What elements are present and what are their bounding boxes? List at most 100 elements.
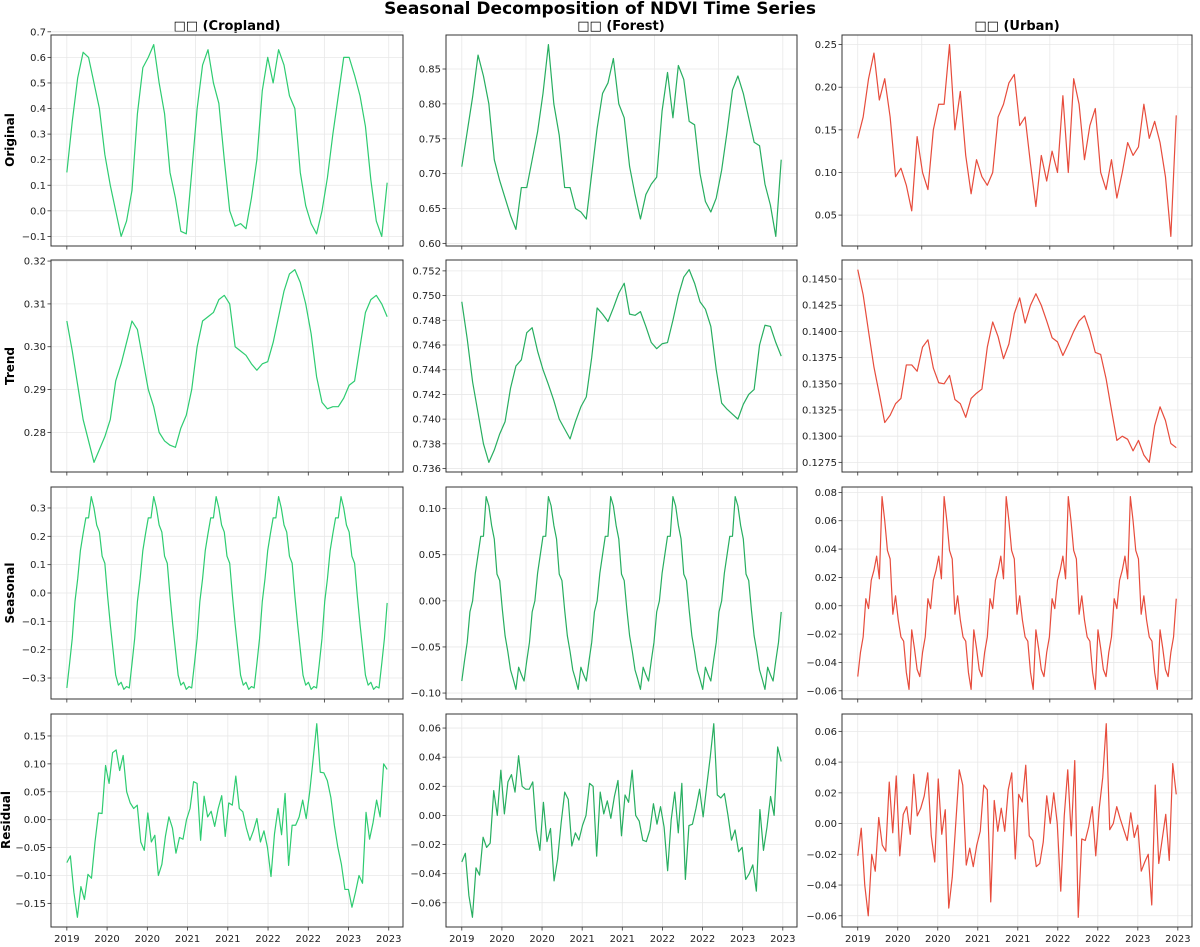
y-tick-label: 0.28	[24, 428, 46, 439]
y-tick-label: −0.04	[410, 869, 441, 880]
axes-frame	[445, 713, 798, 928]
panel-residual-forest: 2019 2020 2020 2021 2021 2022 2022 2023 2023 −0.0…	[410, 713, 798, 945]
column-title-cropland: □□ (Cropland)	[174, 19, 281, 34]
series-line-trend-cropland	[66, 269, 388, 463]
y-tick-label: 0.742	[412, 390, 441, 401]
x-tick-label: 2023	[730, 934, 755, 945]
y-tick-label: 0.1400	[802, 327, 837, 338]
y-tick-label: −0.1	[22, 232, 46, 243]
series-line-residual-forest	[461, 723, 782, 918]
x-tick-label: 2021	[569, 934, 594, 945]
y-tick-label: 0.04	[815, 545, 837, 556]
axes-frame	[50, 259, 404, 473]
y-tick-label: 0.3	[30, 503, 46, 514]
series-line-residual-cropland	[66, 723, 388, 918]
x-tick-label: 2020	[885, 934, 910, 945]
y-tick-label: 0.1275	[802, 458, 837, 469]
row-label-original: Original	[3, 113, 17, 167]
x-tick-label: 2022	[255, 934, 280, 945]
row-label-trend: Trend	[3, 347, 17, 385]
y-tick-label: 0.6	[30, 53, 46, 64]
y-tick-label: 0.00	[815, 819, 837, 830]
axes-frame	[841, 713, 1193, 928]
y-tick-label: 0.740	[412, 415, 441, 426]
x-tick-label: 2023	[1165, 934, 1190, 945]
y-tick-label: 0.00	[419, 596, 441, 607]
x-tick-label: 2020	[94, 934, 119, 945]
axes-frame	[445, 259, 798, 473]
axes-frame	[841, 259, 1193, 473]
panel-seasonal-cropland: −0.3 −0.2 −0.1 0.0 0.1 0.2 0.3	[22, 486, 404, 703]
y-tick-label: 0.1450	[802, 275, 837, 286]
y-tick-label: 0.00	[24, 815, 46, 826]
panel-original-cropland: −0.1 0.0 0.1 0.2 0.3 0.4 0.5 0.6 0.7	[22, 27, 404, 250]
y-tick-label: −0.06	[806, 911, 837, 922]
series-line-original-forest	[461, 43, 782, 238]
axes-frame	[841, 486, 1193, 700]
y-tick-label: −0.3	[22, 674, 46, 685]
y-tick-label: 0.736	[412, 464, 441, 475]
x-tick-label: 2020	[135, 934, 160, 945]
x-tick-label: 2020	[489, 934, 514, 945]
axes-frame	[50, 713, 404, 928]
y-tick-label: 0.4	[30, 104, 46, 115]
row-label-seasonal: Seasonal	[3, 562, 17, 623]
x-tick-label: 2021	[610, 934, 635, 945]
axes-frame	[50, 34, 404, 247]
y-tick-label: 0.744	[412, 365, 441, 376]
x-tick-label: 2021	[1005, 934, 1030, 945]
y-tick-label: 0.85	[419, 65, 441, 76]
axes-frame	[841, 34, 1193, 247]
y-tick-label: 0.02	[419, 782, 441, 793]
series-line-seasonal-urban	[857, 496, 1177, 690]
y-tick-label: 0.00	[419, 811, 441, 822]
y-tick-label: 0.08	[815, 488, 837, 499]
y-tick-label: 0.31	[24, 299, 46, 310]
axes-frame	[445, 34, 798, 247]
y-tick-label: 0.0	[30, 589, 46, 600]
x-tick-label: 2020	[529, 934, 554, 945]
y-tick-label: −0.02	[806, 850, 837, 861]
y-tick-label: 0.10	[419, 504, 441, 515]
y-tick-label: 0.75	[419, 134, 441, 145]
x-tick-label: 2020	[925, 934, 950, 945]
x-tick-label: 2022	[1085, 934, 1110, 945]
x-tick-label: 2021	[215, 934, 240, 945]
y-tick-label: 0.10	[24, 759, 46, 770]
y-tick-label: 0.06	[815, 727, 837, 738]
panel-seasonal-forest: −0.10 −0.05 0.00 0.05 0.10	[410, 486, 798, 703]
figure-title: Seasonal Decomposition of NDVI Time Seri…	[384, 0, 816, 19]
series-line-original-cropland	[66, 43, 388, 238]
y-tick-label: 0.15	[815, 125, 837, 136]
y-tick-label: 0.0	[30, 206, 46, 217]
y-tick-label: 0.00	[815, 601, 837, 612]
y-tick-label: 0.65	[419, 204, 441, 215]
panel-trend-forest: 0.736 0.738 0.740 0.742 0.744 0.746 0.748 0.750…	[412, 259, 798, 476]
panel-original-urban: 0.05 0.10 0.15 0.20 0.25	[815, 34, 1193, 250]
series-line-original-urban	[857, 43, 1177, 238]
series-line-trend-forest	[461, 269, 782, 463]
y-tick-label: 0.738	[412, 439, 441, 450]
y-tick-label: −0.15	[15, 899, 46, 910]
y-tick-label: −0.1	[22, 617, 46, 628]
panel-seasonal-urban: −0.06 −0.04 −0.02 0.00 0.02 0.04 0.06 0.08	[806, 486, 1193, 703]
panel-residual-cropland: 2019 2020 2020 2021 2021 2022 2022 2023 2023 −0.1…	[15, 713, 404, 945]
y-tick-label: 0.30	[24, 342, 46, 353]
x-tick-label: 2022	[650, 934, 675, 945]
y-tick-label: 0.1	[30, 560, 46, 571]
panel-trend-cropland: 0.28 0.29 0.30 0.31 0.32	[24, 257, 404, 476]
series-line-trend-urban	[857, 269, 1177, 463]
y-tick-label: 0.80	[419, 99, 441, 110]
series-line-residual-urban	[857, 723, 1177, 918]
x-tick-label: 2019	[845, 934, 870, 945]
y-tick-label: −0.06	[806, 686, 837, 697]
y-tick-label: 0.748	[412, 316, 441, 327]
y-tick-label: 0.60	[419, 239, 441, 250]
row-label-residual: Residual	[0, 791, 13, 849]
y-tick-label: 0.25	[815, 40, 837, 51]
y-tick-label: −0.05	[15, 843, 46, 854]
panel-residual-urban: 2019 2020 2020 2021 2021 2022 2022 2023 2023 −0.0…	[806, 713, 1193, 945]
y-tick-label: −0.2	[22, 645, 46, 656]
series-line-seasonal-cropland	[66, 496, 388, 690]
